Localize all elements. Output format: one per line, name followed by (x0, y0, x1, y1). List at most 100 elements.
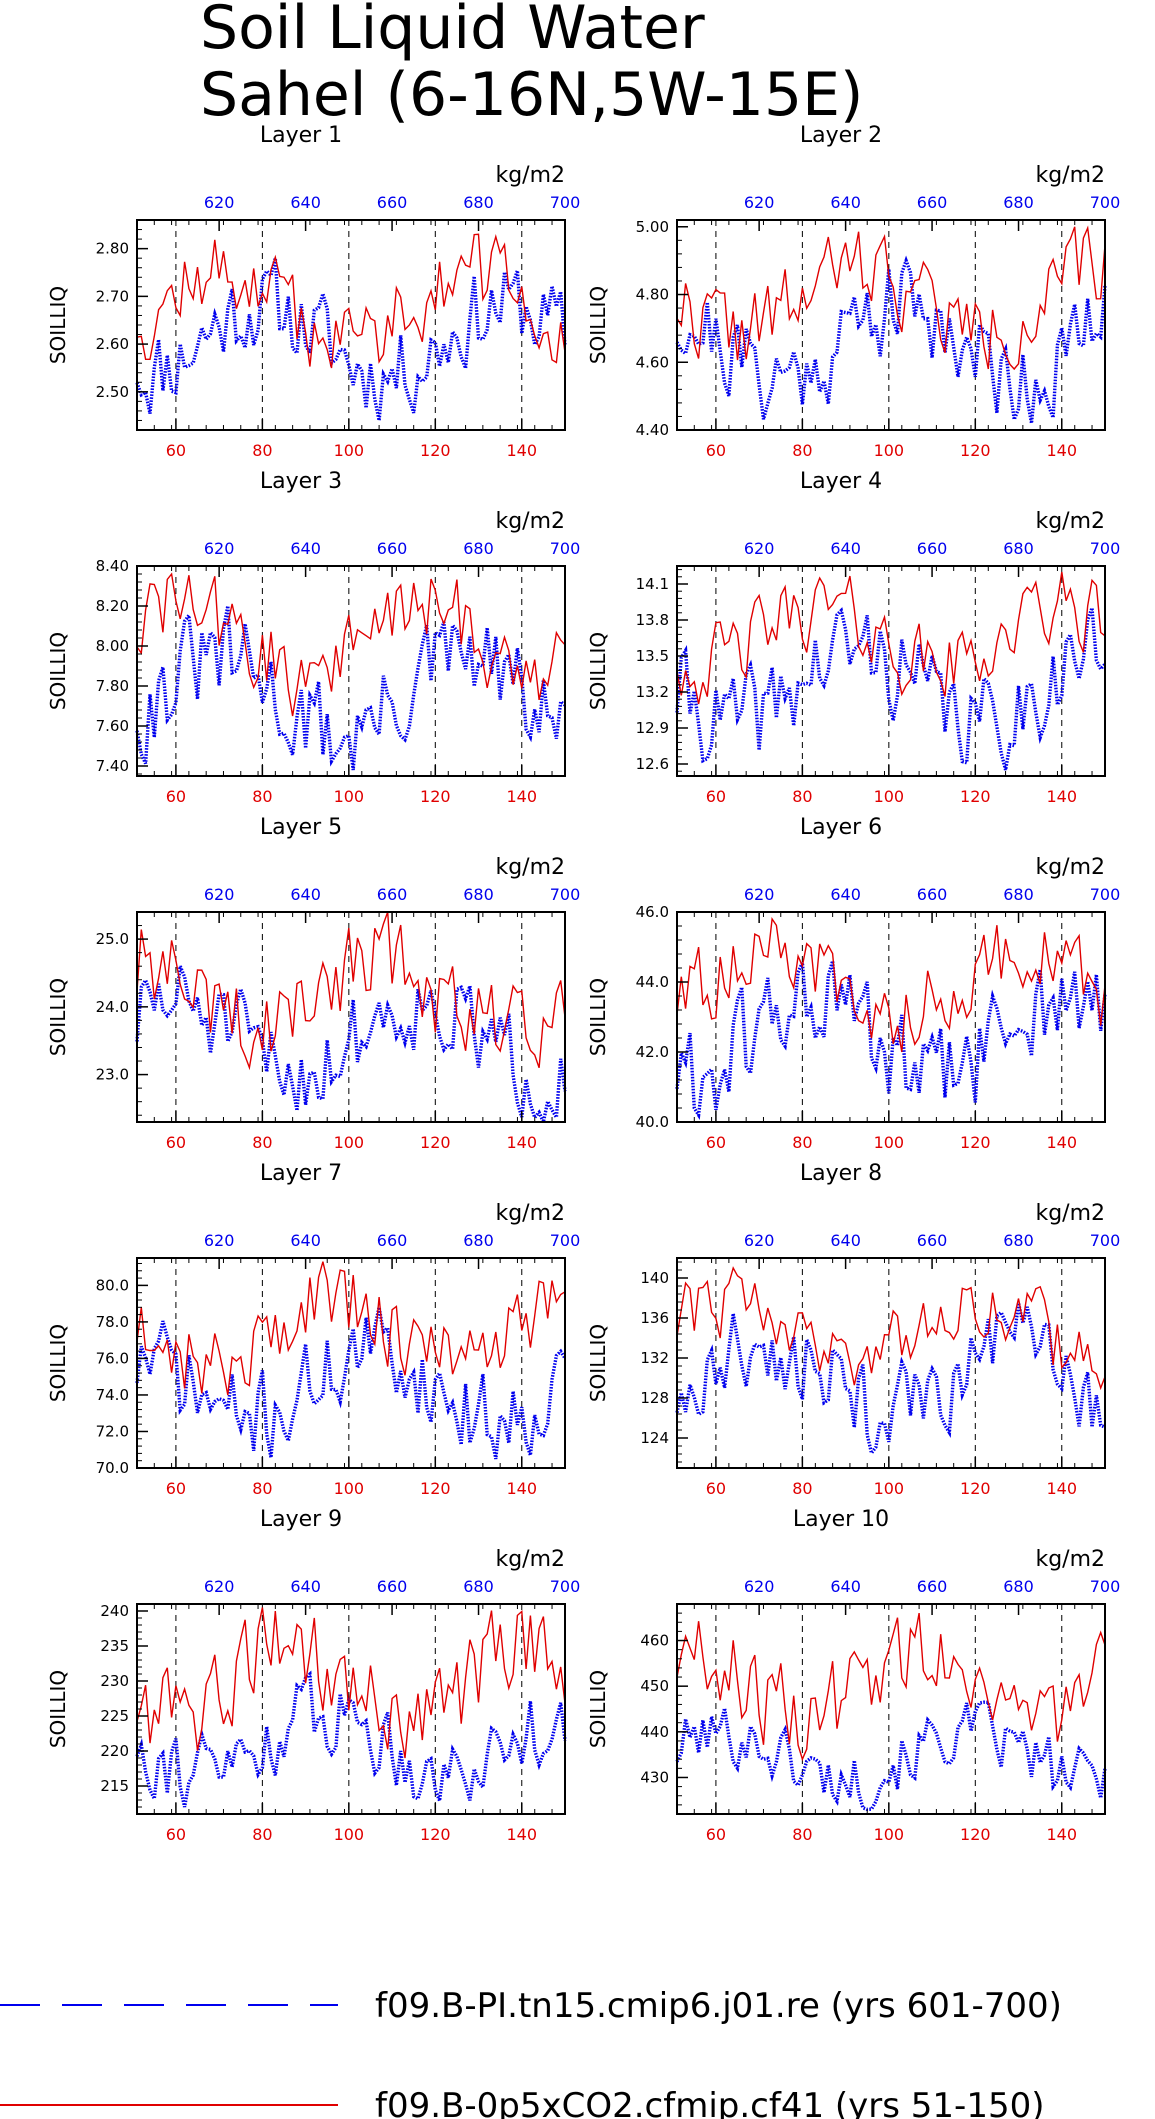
y-tick-label: 7.60 (96, 717, 129, 735)
y-tick-label: 2.70 (96, 287, 129, 305)
x-top-tick-label: 700 (550, 193, 581, 212)
x-bottom-tick-label: 120 (960, 787, 991, 806)
x-top-tick-label: 620 (744, 539, 775, 558)
y-tick-label: 225 (100, 1707, 129, 1725)
figure-title-line-2: Sahel (6-16N,5W-15E) (200, 60, 863, 130)
y-tick-label: 2.80 (96, 240, 129, 258)
series-line-red (136, 233, 566, 369)
x-top-tick-label: 660 (377, 885, 408, 904)
y-tick-label: 74.0 (96, 1386, 129, 1404)
unit-label: kg/m2 (1035, 509, 1105, 534)
panel-title: Layer 1 (260, 123, 342, 148)
x-top-tick-label: 620 (744, 193, 775, 212)
y-tick-label: 46.0 (636, 903, 669, 921)
series-line-red (676, 1266, 1106, 1391)
panel-10: Layer 10 kg/m2 SOILLIQ 430 440 450 460 60 80 100 1… (586, 1507, 1120, 1844)
y-tick-label: 215 (100, 1777, 129, 1795)
y-tick-label: 7.40 (96, 757, 129, 775)
panel-4: Layer 4 kg/m2 SOILLIQ 12.6 12.9 13.2 13.5 13.8 1… (586, 469, 1120, 806)
x-bottom-tick-label: 60 (706, 1133, 726, 1152)
x-bottom-tick-label: 140 (1046, 441, 1077, 460)
x-bottom-tick-label: 120 (960, 441, 991, 460)
panel-1: Layer 1 kg/m2 SOILLIQ 2.50 2.60 2.70 2.80 60 80 1… (46, 123, 580, 460)
series-line-red (136, 1261, 566, 1396)
y-tick-label: 13.5 (636, 647, 669, 665)
plot-frame (676, 1257, 1106, 1469)
panel-5: Layer 5 kg/m2 SOILLIQ 23.0 24.0 25.0 60 80 100 12… (46, 815, 580, 1152)
series-line-blue (135, 257, 567, 421)
x-top-tick-label: 620 (204, 539, 235, 558)
x-top-tick-label: 680 (463, 885, 494, 904)
y-tick-label: 460 (640, 1632, 669, 1650)
panel-7: Layer 7 kg/m2 SOILLIQ 70.0 72.0 74.0 76.0 78.0 8… (46, 1161, 580, 1498)
x-bottom-tick-label: 80 (252, 441, 272, 460)
x-bottom-tick-label: 100 (874, 1825, 905, 1844)
unit-label: kg/m2 (495, 1547, 565, 1572)
x-bottom-tick-label: 100 (874, 1479, 905, 1498)
x-top-tick-label: 660 (377, 193, 408, 212)
unit-label: kg/m2 (1035, 1201, 1105, 1226)
x-bottom-tick-label: 100 (874, 1133, 905, 1152)
x-bottom-tick-label: 100 (334, 441, 365, 460)
x-top-tick-label: 620 (204, 193, 235, 212)
x-bottom-tick-label: 80 (792, 787, 812, 806)
y-tick-label: 42.0 (636, 1043, 669, 1061)
unit-label: kg/m2 (495, 509, 565, 534)
figure-title-line-1: Soil Liquid Water (200, 0, 705, 63)
y-axis-label: SOILLIQ (586, 632, 610, 710)
x-bottom-tick-label: 80 (792, 1479, 812, 1498)
panel-title: Layer 9 (260, 1507, 342, 1532)
x-bottom-tick-label: 100 (874, 441, 905, 460)
plot-frame (136, 1257, 566, 1469)
y-tick-label: 78.0 (96, 1313, 129, 1331)
plot-frame (136, 911, 566, 1123)
x-bottom-tick-label: 140 (1046, 787, 1077, 806)
x-bottom-tick-label: 100 (334, 1133, 365, 1152)
x-bottom-tick-label: 80 (252, 1825, 272, 1844)
panel-3: Layer 3 kg/m2 SOILLIQ 7.40 7.60 7.80 8.00 8.20 8… (46, 469, 580, 806)
y-tick-label: 44.0 (636, 973, 669, 991)
unit-label: kg/m2 (1035, 855, 1105, 880)
x-top-tick-label: 700 (1090, 193, 1121, 212)
y-tick-label: 220 (100, 1742, 129, 1760)
legend-label-1: f09.B-PI.tn15.cmip6.j01.re (yrs 601-700) (375, 1986, 1062, 2026)
x-bottom-tick-label: 80 (792, 1825, 812, 1844)
y-tick-label: 12.6 (636, 755, 669, 773)
x-bottom-tick-label: 60 (166, 1825, 186, 1844)
y-tick-label: 70.0 (96, 1459, 129, 1477)
y-tick-label: 4.60 (636, 353, 669, 371)
panel-title: Layer 7 (260, 1161, 342, 1186)
x-bottom-tick-label: 80 (792, 441, 812, 460)
series-line-red (676, 917, 1106, 1053)
plot-frame (136, 565, 566, 777)
x-bottom-tick-label: 140 (506, 441, 537, 460)
panel-8: Layer 8 kg/m2 SOILLIQ 124 128 132 136 140 60 80 10… (586, 1161, 1120, 1498)
y-tick-label: 40.0 (636, 1113, 669, 1131)
x-bottom-tick-label: 140 (506, 787, 537, 806)
x-bottom-tick-label: 140 (506, 1479, 537, 1498)
y-tick-label: 8.00 (96, 637, 129, 655)
x-bottom-tick-label: 120 (420, 1479, 451, 1498)
y-tick-label: 72.0 (96, 1422, 129, 1440)
x-bottom-tick-label: 100 (334, 787, 365, 806)
x-top-tick-label: 660 (917, 1577, 948, 1596)
series-line-blue (675, 960, 1107, 1121)
x-bottom-tick-label: 60 (166, 1479, 186, 1498)
x-top-tick-label: 680 (463, 193, 494, 212)
x-bottom-tick-label: 120 (420, 1825, 451, 1844)
y-tick-label: 23.0 (96, 1066, 129, 1084)
y-tick-label: 124 (640, 1429, 669, 1447)
panel-9: Layer 9 kg/m2 SOILLIQ 215 220 225 230 235 240 60 8… (46, 1507, 580, 1844)
series-line-blue (675, 1700, 1107, 1812)
series-line-blue (135, 1670, 567, 1808)
x-bottom-tick-label: 120 (960, 1133, 991, 1152)
x-top-tick-label: 680 (463, 539, 494, 558)
legend: f09.B-PI.tn15.cmip6.j01.re (yrs 601-700)… (0, 1986, 1062, 2119)
plot-frame (676, 565, 1106, 777)
x-top-tick-label: 640 (830, 1231, 861, 1250)
y-tick-label: 5.00 (636, 218, 669, 236)
x-top-tick-label: 660 (377, 1577, 408, 1596)
x-top-tick-label: 660 (917, 539, 948, 558)
x-top-tick-label: 620 (204, 1577, 235, 1596)
unit-label: kg/m2 (495, 855, 565, 880)
